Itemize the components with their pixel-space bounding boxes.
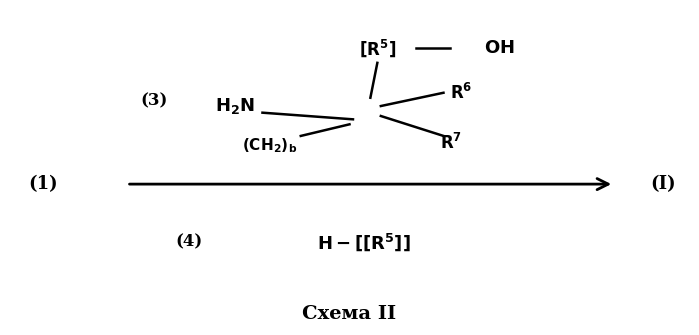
Text: $\mathbf{H_2N}$: $\mathbf{H_2N}$ bbox=[215, 96, 254, 116]
Text: Схема II: Схема II bbox=[303, 305, 396, 323]
Text: $\mathbf{OH}$: $\mathbf{OH}$ bbox=[484, 39, 514, 57]
Text: $\mathbf{[R^5]}$: $\mathbf{[R^5]}$ bbox=[359, 37, 396, 59]
Text: $\mathbf{H-[[R^5]]}$: $\mathbf{H-[[R^5]]}$ bbox=[317, 231, 410, 253]
Text: $\mathbf{R^7}$: $\mathbf{R^7}$ bbox=[440, 133, 462, 153]
Text: (I): (I) bbox=[650, 175, 676, 193]
Text: (3): (3) bbox=[141, 92, 168, 110]
Text: (1): (1) bbox=[29, 175, 58, 193]
Text: $\mathbf{(CH_2)_b}$: $\mathbf{(CH_2)_b}$ bbox=[242, 137, 297, 155]
Text: (4): (4) bbox=[175, 234, 203, 251]
Text: $\mathbf{R^6}$: $\mathbf{R^6}$ bbox=[450, 83, 473, 103]
